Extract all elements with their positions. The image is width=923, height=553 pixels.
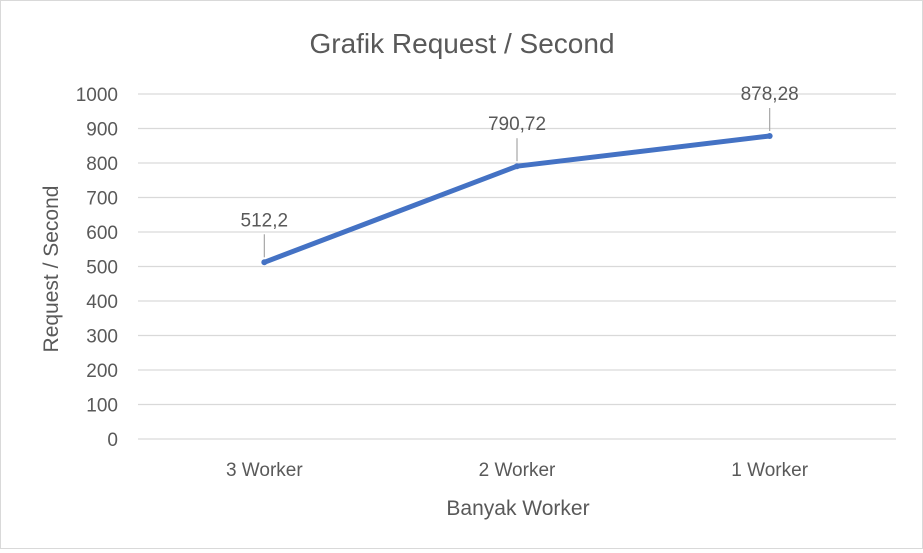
y-tick-label: 0 (107, 430, 118, 451)
x-axis-tick-labels: 3 Worker 2 Worker 1 Worker (226, 460, 809, 481)
y-tick-label: 200 (86, 361, 118, 382)
x-tick-label: 2 Worker (479, 460, 556, 481)
chart-title: Grafik Request / Second (309, 28, 614, 59)
data-point (261, 259, 268, 266)
series-layer (261, 132, 773, 266)
data-point (766, 132, 773, 139)
y-tick-label: 300 (86, 327, 118, 348)
y-tick-label: 500 (86, 258, 118, 279)
y-tick-label: 100 (86, 396, 118, 417)
y-tick-label: 1000 (76, 85, 118, 106)
x-tick-label: 1 Worker (731, 460, 808, 481)
y-axis-title: Request / Second (40, 186, 63, 353)
x-tick-label: 3 Worker (226, 460, 303, 481)
y-axis-tick-labels: 0 100 200 300 400 500 600 700 800 900 1000 (76, 85, 118, 451)
data-point (514, 163, 520, 170)
data-label: 878,28 (741, 84, 799, 105)
data-label: 790,72 (488, 114, 546, 135)
x-axis-title: Banyak Worker (446, 497, 589, 520)
y-tick-label: 800 (86, 154, 118, 175)
data-label: 512,2 (241, 210, 289, 231)
y-tick-label: 600 (86, 223, 118, 244)
y-tick-label: 900 (86, 120, 118, 141)
y-tick-label: 400 (86, 292, 118, 313)
y-tick-label: 700 (86, 189, 118, 210)
data-labels: 512,2 790,72 878,28 (241, 84, 799, 258)
